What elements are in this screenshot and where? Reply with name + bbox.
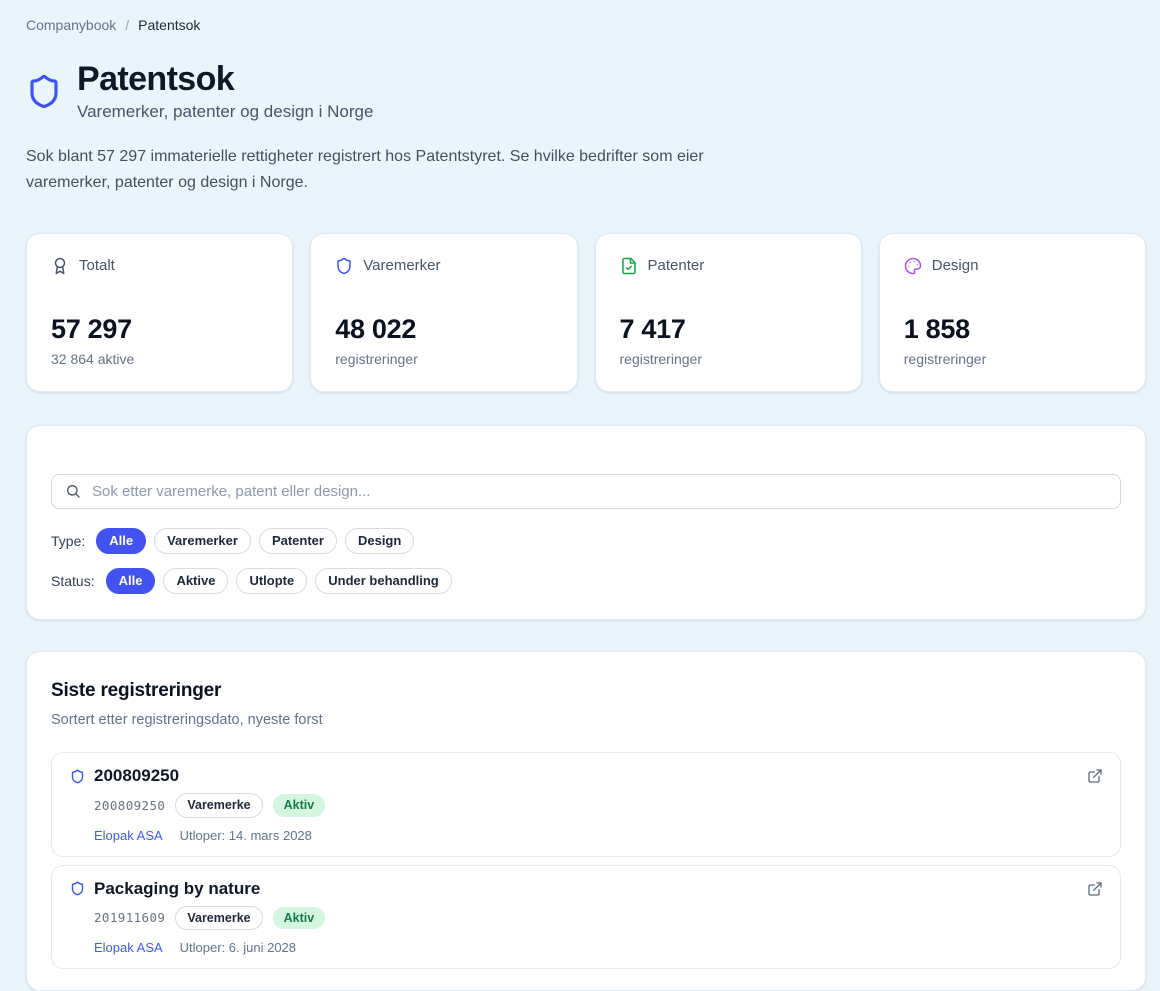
type-filter-varemerker[interactable]: Varemerker xyxy=(154,527,251,555)
stat-card-totalt: Totalt 57 297 32 864 aktive xyxy=(26,232,294,392)
results-panel: Siste registreringer Sortert etter regis… xyxy=(26,651,1146,991)
shield-icon xyxy=(337,257,351,275)
type-filter-row: Type: Alle Varemerker Patenter Design xyxy=(51,527,1121,555)
status-filter-utlopte[interactable]: Utlopte xyxy=(236,568,308,595)
stat-label: Varemerker xyxy=(363,257,441,275)
stat-card-varemerker: Varemerker 48 022 registreringer xyxy=(310,232,578,392)
expiry-date: Utloper: 6. juni 2028 xyxy=(179,939,297,955)
palette-icon xyxy=(904,257,921,275)
type-badge: Varemerke xyxy=(175,793,263,818)
stat-card-patenter: Patenter 7 417 registreringer xyxy=(594,232,862,392)
status-filter-label: Status: xyxy=(51,573,95,590)
stat-label: Design xyxy=(931,257,979,275)
result-item[interactable]: 200809250 200809250 Varemerke Aktiv Elop… xyxy=(51,752,1121,857)
breadcrumb-separator: / xyxy=(125,17,130,33)
file-check-icon xyxy=(621,257,636,275)
shield-icon xyxy=(71,881,84,896)
results-sort-note: Sortert etter registreringsdato, nyeste … xyxy=(51,712,323,729)
page-subtitle: Varemerker, patenter og design i Norge xyxy=(77,102,374,121)
type-badge: Varemerke xyxy=(175,905,263,930)
result-title: Packaging by nature xyxy=(94,878,261,898)
breadcrumb: Companybook / Patentsok xyxy=(26,17,1146,33)
external-link-icon[interactable] xyxy=(1087,768,1103,784)
page-description: Sok blant 57 297 immaterielle rettighete… xyxy=(26,148,704,191)
status-filter-aktive[interactable]: Aktive xyxy=(163,568,229,595)
stat-sub: registreringer xyxy=(335,350,418,367)
type-filter-patenter[interactable]: Patenter xyxy=(258,527,337,555)
stat-value: 7 417 xyxy=(619,313,686,344)
type-filter-label: Type: xyxy=(51,532,86,549)
shield-icon xyxy=(30,74,58,108)
expiry-date: Utloper: 14. mars 2028 xyxy=(179,827,312,843)
page-title: Patentsok xyxy=(77,60,235,98)
shield-icon xyxy=(71,769,84,784)
search-box xyxy=(51,473,1121,509)
result-list: 200809250 200809250 Varemerke Aktiv Elop… xyxy=(51,752,1121,969)
owner-link[interactable]: Elopak ASA xyxy=(94,827,163,843)
search-input[interactable] xyxy=(51,473,1121,509)
type-filter-alle[interactable]: Alle xyxy=(96,527,147,555)
registration-number: 200809250 xyxy=(94,797,166,813)
status-filter-under-behandling[interactable]: Under behandling xyxy=(315,568,452,595)
result-title: 200809250 xyxy=(94,766,180,786)
status-badge: Aktiv xyxy=(272,906,326,929)
external-link-icon[interactable] xyxy=(1087,881,1103,897)
search-icon xyxy=(67,485,80,498)
stat-card-design: Design 1 858 registreringer xyxy=(878,232,1146,392)
stat-label: Patenter xyxy=(647,257,705,275)
breadcrumb-patentsok: Patentsok xyxy=(138,17,201,33)
status-filter-row: Status: Alle Aktive Utlopte Under behand… xyxy=(51,568,1121,595)
stat-value: 1 858 xyxy=(903,313,970,344)
results-title: Siste registreringer xyxy=(51,680,222,702)
type-filter-design[interactable]: Design xyxy=(344,527,415,555)
stat-sub: registreringer xyxy=(903,350,987,367)
award-icon xyxy=(54,257,66,275)
stat-sub: registreringer xyxy=(619,350,702,367)
stat-sub: 32 864 aktive xyxy=(51,350,135,367)
status-badge: Aktiv xyxy=(272,794,326,817)
result-item[interactable]: Packaging by nature 201911609 Varemerke … xyxy=(51,864,1121,969)
stat-value: 57 297 xyxy=(51,313,132,344)
stat-value: 48 022 xyxy=(335,313,417,344)
stat-label: Totalt xyxy=(79,257,115,275)
stats-row: Totalt 57 297 32 864 aktive Varemerker 4… xyxy=(26,232,1146,392)
owner-link[interactable]: Elopak ASA xyxy=(94,939,163,955)
status-filter-alle[interactable]: Alle xyxy=(105,568,156,595)
search-panel: Type: Alle Varemerker Patenter Design St… xyxy=(26,424,1146,621)
page-header: Patentsok Varemerker, patenter og design… xyxy=(26,60,1146,122)
registration-number: 201911609 xyxy=(94,910,166,926)
title-block: Patentsok Varemerker, patenter og design… xyxy=(77,60,373,122)
breadcrumb-companybook[interactable]: Companybook xyxy=(26,17,117,33)
